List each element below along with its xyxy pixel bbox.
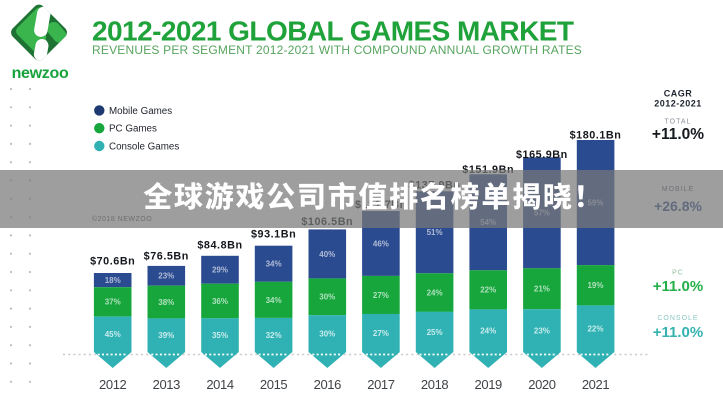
svg-text:24%: 24% (480, 327, 496, 336)
svg-text:PC: PC (672, 270, 684, 277)
svg-text:37%: 37% (105, 298, 121, 307)
svg-text:21%: 21% (534, 285, 550, 294)
svg-text:2017: 2017 (367, 377, 394, 392)
svg-text:REVENUES PER SEGMENT 2012-2021: REVENUES PER SEGMENT 2012-2021 WITH COMP… (92, 43, 582, 57)
svg-text:25%: 25% (427, 328, 443, 337)
svg-text:23%: 23% (158, 272, 174, 281)
svg-text:29%: 29% (212, 266, 228, 275)
svg-text:36%: 36% (212, 297, 228, 306)
svg-text:45%: 45% (105, 330, 121, 339)
svg-text:40%: 40% (319, 250, 335, 259)
svg-text:$93.1Bn: $93.1Bn (251, 229, 296, 241)
svg-text:$84.8Bn: $84.8Bn (197, 240, 242, 252)
svg-text:2012: 2012 (99, 377, 126, 392)
svg-text:38%: 38% (158, 298, 174, 307)
svg-text:2012-2021 GLOBAL GAMES MARKET: 2012-2021 GLOBAL GAMES MARKET (92, 16, 574, 47)
svg-text:2018: 2018 (421, 377, 448, 392)
svg-text:CAGR: CAGR (664, 89, 693, 99)
svg-text:$165.9Bn: $165.9Bn (516, 149, 568, 161)
svg-text:+11.0%: +11.0% (653, 278, 703, 295)
svg-text:CONSOLE: CONSOLE (657, 315, 698, 322)
svg-text:46%: 46% (373, 239, 389, 248)
svg-text:19%: 19% (587, 281, 603, 290)
svg-text:35%: 35% (212, 331, 228, 340)
svg-text:18%: 18% (105, 276, 121, 285)
svg-text:$76.5Bn: $76.5Bn (144, 251, 189, 263)
svg-text:27%: 27% (373, 329, 389, 338)
svg-text:+11.0%: +11.0% (652, 126, 704, 143)
svg-text:51%: 51% (427, 228, 443, 237)
svg-text:2021: 2021 (582, 377, 609, 392)
svg-text:2016: 2016 (314, 377, 341, 392)
svg-text:2015: 2015 (260, 377, 287, 392)
svg-text:newzoo: newzoo (12, 65, 69, 82)
svg-text:+11.0%: +11.0% (653, 324, 703, 341)
svg-text:27%: 27% (373, 291, 389, 300)
svg-text:Mobile Games: Mobile Games (109, 106, 172, 117)
svg-text:30%: 30% (319, 293, 335, 302)
svg-text:2014: 2014 (206, 377, 233, 392)
svg-text:39%: 39% (158, 331, 174, 340)
svg-text:PC Games: PC Games (109, 124, 157, 135)
svg-text:23%: 23% (534, 327, 550, 336)
svg-text:TOTAL: TOTAL (665, 119, 692, 126)
svg-text:2013: 2013 (153, 377, 180, 392)
svg-text:2019: 2019 (475, 377, 502, 392)
svg-text:22%: 22% (480, 286, 496, 295)
svg-text:$70.6Bn: $70.6Bn (90, 256, 135, 268)
svg-text:2020: 2020 (528, 377, 555, 392)
svg-text:2012-2021: 2012-2021 (654, 99, 702, 109)
svg-text:$180.1Bn: $180.1Bn (570, 130, 622, 142)
svg-text:Console Games: Console Games (109, 141, 179, 152)
svg-text:34%: 34% (266, 296, 282, 305)
svg-text:22%: 22% (587, 325, 603, 334)
svg-text:34%: 34% (266, 260, 282, 269)
svg-text:30%: 30% (319, 330, 335, 339)
svg-text:32%: 32% (266, 331, 282, 340)
svg-text:24%: 24% (427, 288, 443, 297)
